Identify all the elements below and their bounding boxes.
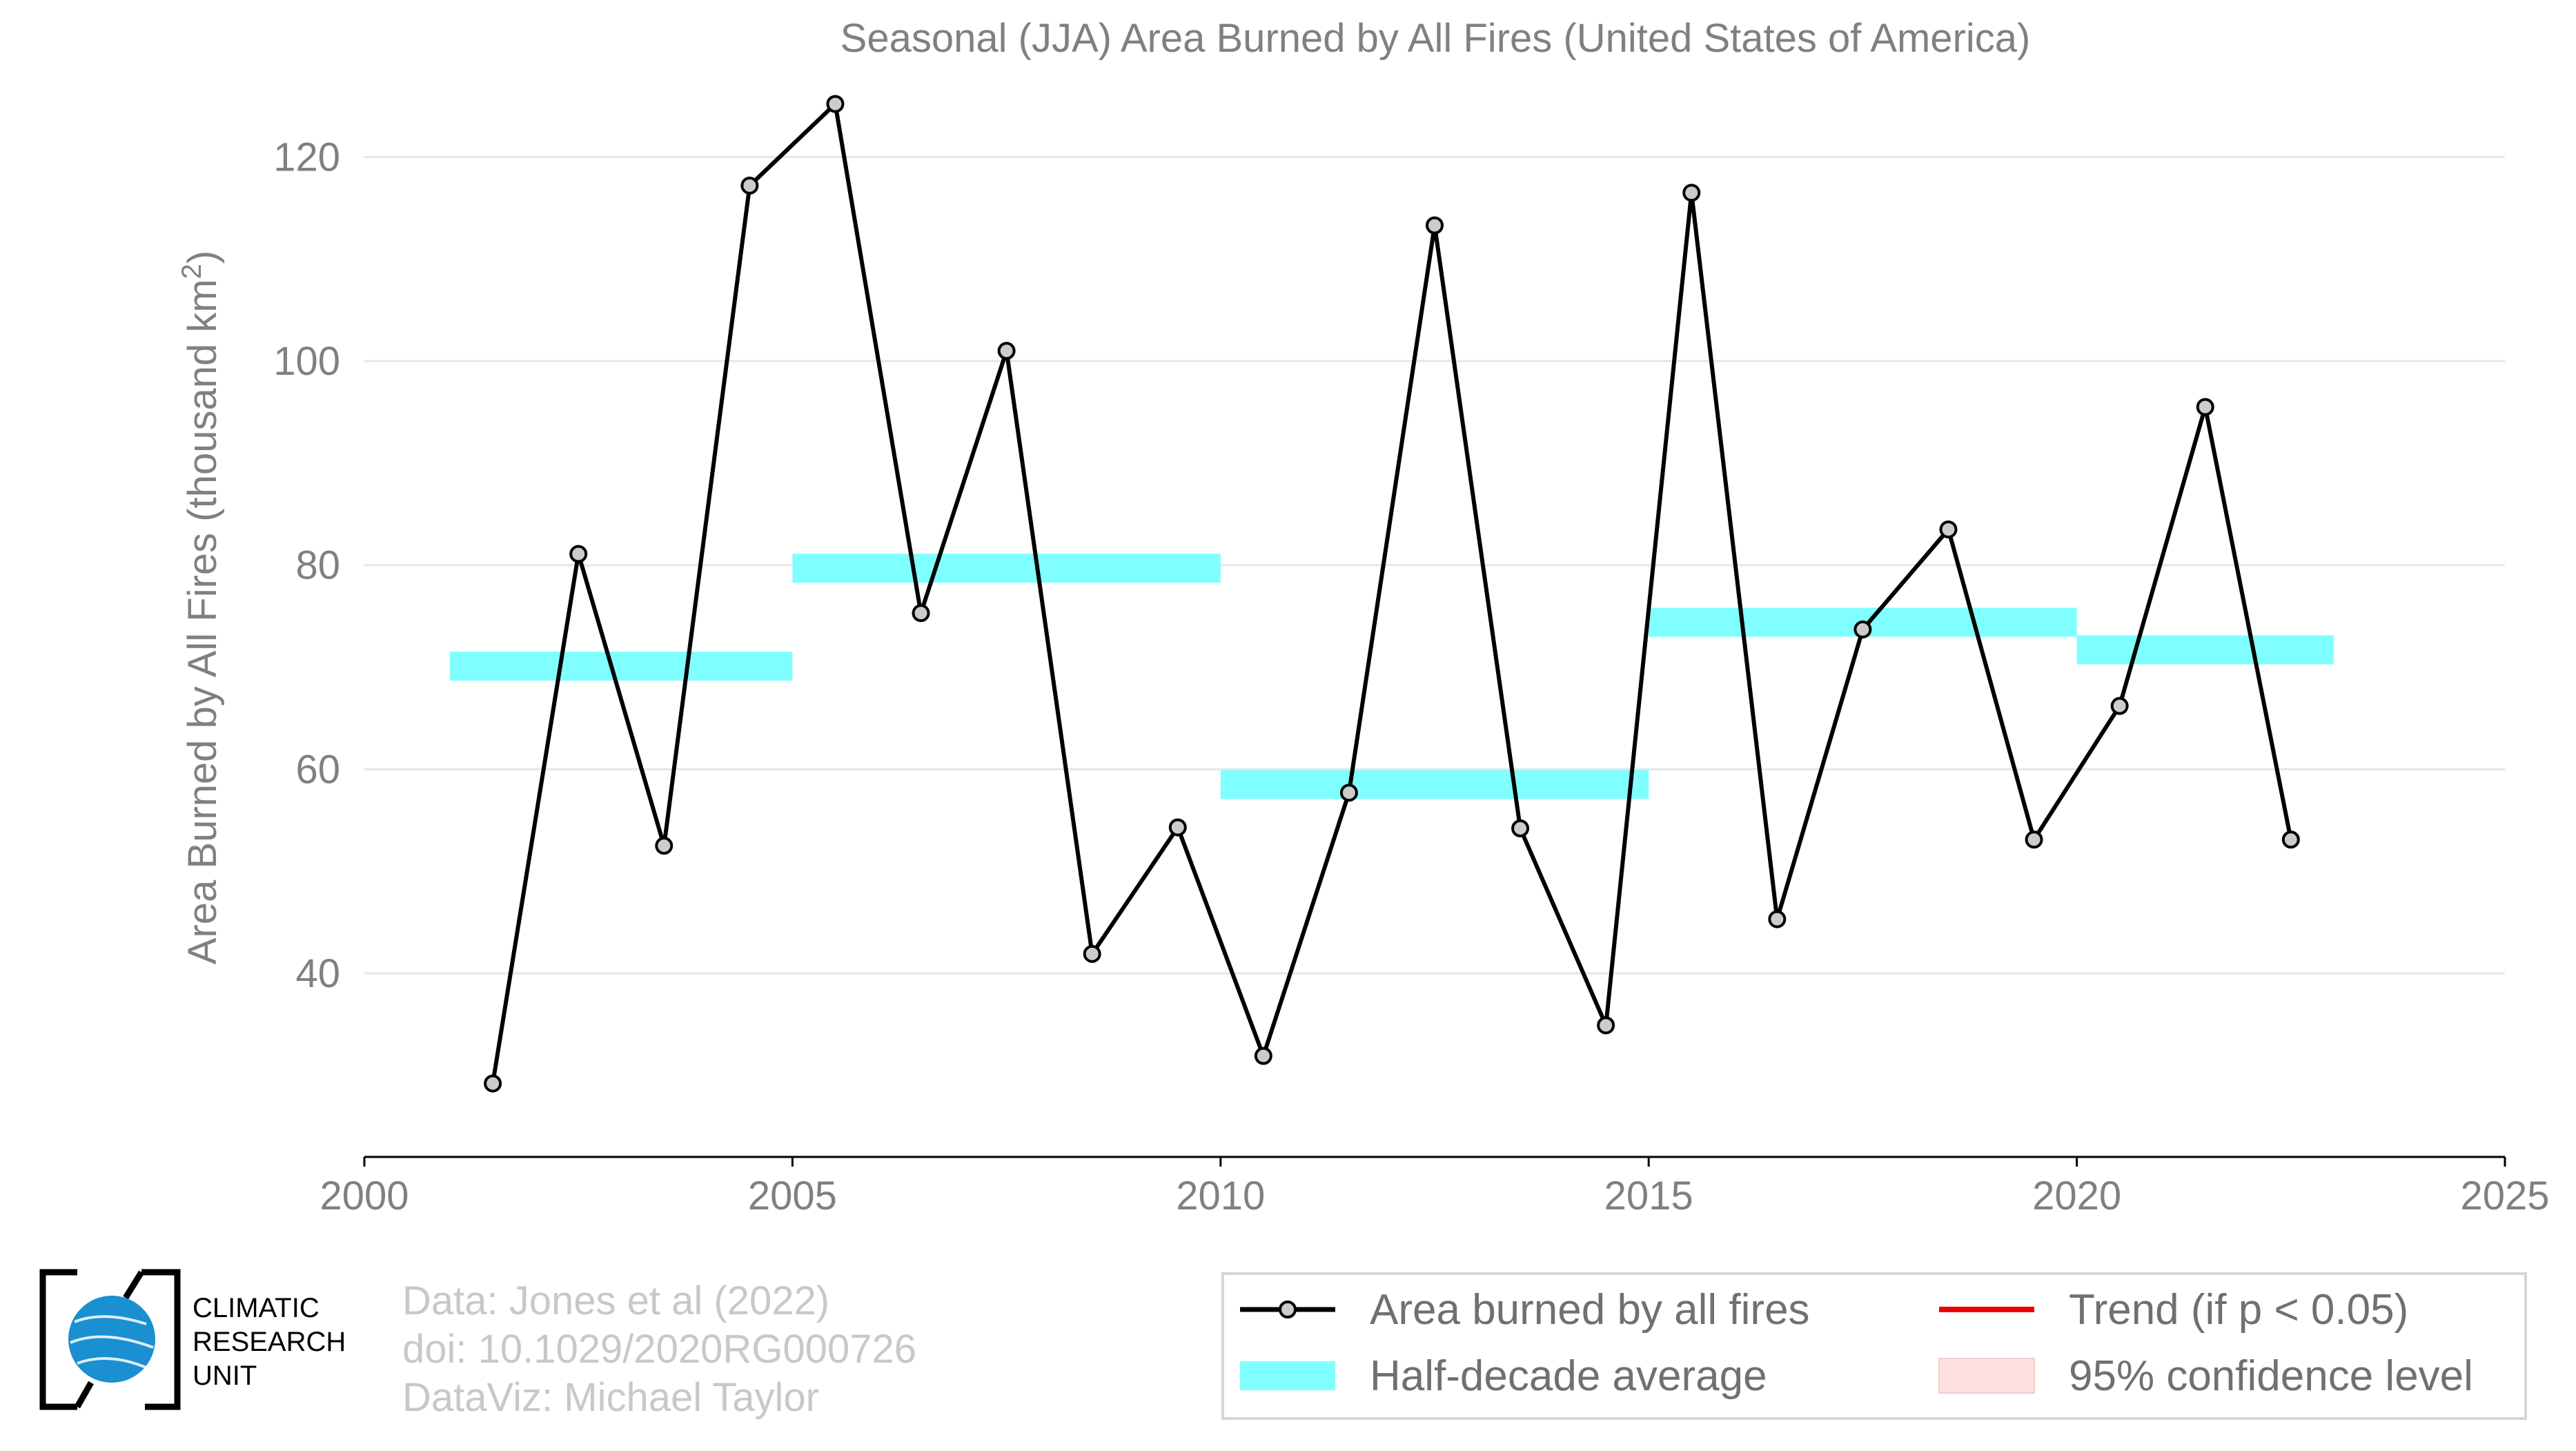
- x-tick-label: 2020: [2032, 1174, 2121, 1218]
- x-tick-label: 2025: [2460, 1174, 2549, 1218]
- data-point: [655, 837, 674, 855]
- y-tick-label: 60: [295, 747, 340, 792]
- data-point: [2281, 830, 2300, 849]
- x-ticks: 2000 2005 2010 2015 2020 2025: [319, 1157, 2550, 1218]
- data-point: [1768, 910, 1787, 928]
- series-markers: [484, 95, 2300, 1093]
- y-axis-label: Area Burned by All Fires (thousand km2): [177, 251, 225, 965]
- legend-label-confidence: 95% confidence level: [2069, 1352, 2473, 1400]
- legend-swatch-marker: [1279, 1301, 1297, 1318]
- legend-label-trend: Trend (if p < 0.05): [2069, 1286, 2408, 1334]
- data-point: [1168, 818, 1187, 837]
- x-tick-label: 2000: [319, 1174, 409, 1218]
- data-point: [2110, 697, 2129, 715]
- data-point: [1339, 783, 1358, 802]
- y-axis-label-superscript: 2: [177, 264, 207, 279]
- data-point: [1854, 620, 1872, 639]
- half-decade-average-bands: [450, 554, 2334, 799]
- legend-swatch-confidence: [1938, 1358, 2035, 1394]
- data-point: [1682, 184, 1701, 202]
- data-point: [1083, 944, 1101, 963]
- logo-text-unit: UNIT: [193, 1361, 257, 1391]
- legend-box: [1221, 1272, 2527, 1420]
- globe-contour: [77, 1357, 148, 1370]
- legend-label-half-decade: Half-decade average: [1370, 1352, 1767, 1400]
- data-point: [1511, 819, 1530, 838]
- logo-slash-top: [123, 1270, 144, 1300]
- data-point: [1939, 520, 1958, 538]
- x-tick-label: 2005: [748, 1174, 837, 1218]
- x-tick-label: 2015: [1604, 1174, 1693, 1218]
- data-point: [484, 1074, 502, 1093]
- data-point: [1426, 216, 1444, 235]
- half-decade-average-band: [450, 652, 793, 681]
- y-tick-label: 100: [273, 339, 340, 384]
- logo-bracket-left: [39, 1269, 77, 1410]
- gridlines: [364, 155, 2505, 975]
- credit-data-source: Data: Jones et al (2022): [402, 1278, 829, 1323]
- y-tick-label: 40: [295, 951, 340, 996]
- legend-swatch-half-decade: [1240, 1361, 1335, 1390]
- y-tick-labels: 40 60 80 100 120: [273, 135, 340, 995]
- credit-dataviz: DataViz: Michael Taylor: [402, 1375, 819, 1420]
- logo-bracket-right: [141, 1269, 181, 1410]
- data-point: [2025, 830, 2043, 849]
- cru-logo: CLIMATIC RESEARCH UNIT: [39, 1269, 346, 1410]
- data-point: [912, 604, 930, 623]
- data-point: [826, 95, 845, 113]
- legend: Area burned by all fires Trend (if p < 0…: [1221, 1272, 2527, 1420]
- data-point: [2196, 398, 2214, 416]
- series-line-area-burned: [491, 101, 2293, 1084]
- logo-text-research: RESEARCH: [193, 1327, 346, 1357]
- logo-text-climatic: CLIMATIC: [193, 1293, 319, 1323]
- globe-contour: [74, 1315, 147, 1325]
- data-point: [1254, 1046, 1272, 1065]
- x-tick-label: 2010: [1176, 1174, 1265, 1218]
- half-decade-average-band: [1220, 770, 1649, 799]
- legend-label-area-burned: Area burned by all fires: [1370, 1286, 1810, 1334]
- half-decade-average-band: [792, 554, 1221, 583]
- data-point: [997, 342, 1016, 360]
- credit-doi: doi: 10.1029/2020RG000726: [402, 1327, 916, 1372]
- data-point: [569, 545, 588, 563]
- half-decade-average-band: [2076, 635, 2334, 665]
- data-point: [740, 176, 759, 195]
- y-axis-label-close: ): [180, 251, 225, 264]
- logo-slash-bottom: [75, 1381, 94, 1409]
- globe-contour: [70, 1335, 154, 1349]
- chart-title: Seasonal (JJA) Area Burned by All Fires …: [840, 16, 2031, 61]
- data-point: [1597, 1016, 1615, 1035]
- y-tick-label: 80: [295, 543, 340, 588]
- y-tick-label: 120: [273, 135, 340, 179]
- y-axis-label-text: Area Burned by All Fires (thousand km: [180, 279, 225, 964]
